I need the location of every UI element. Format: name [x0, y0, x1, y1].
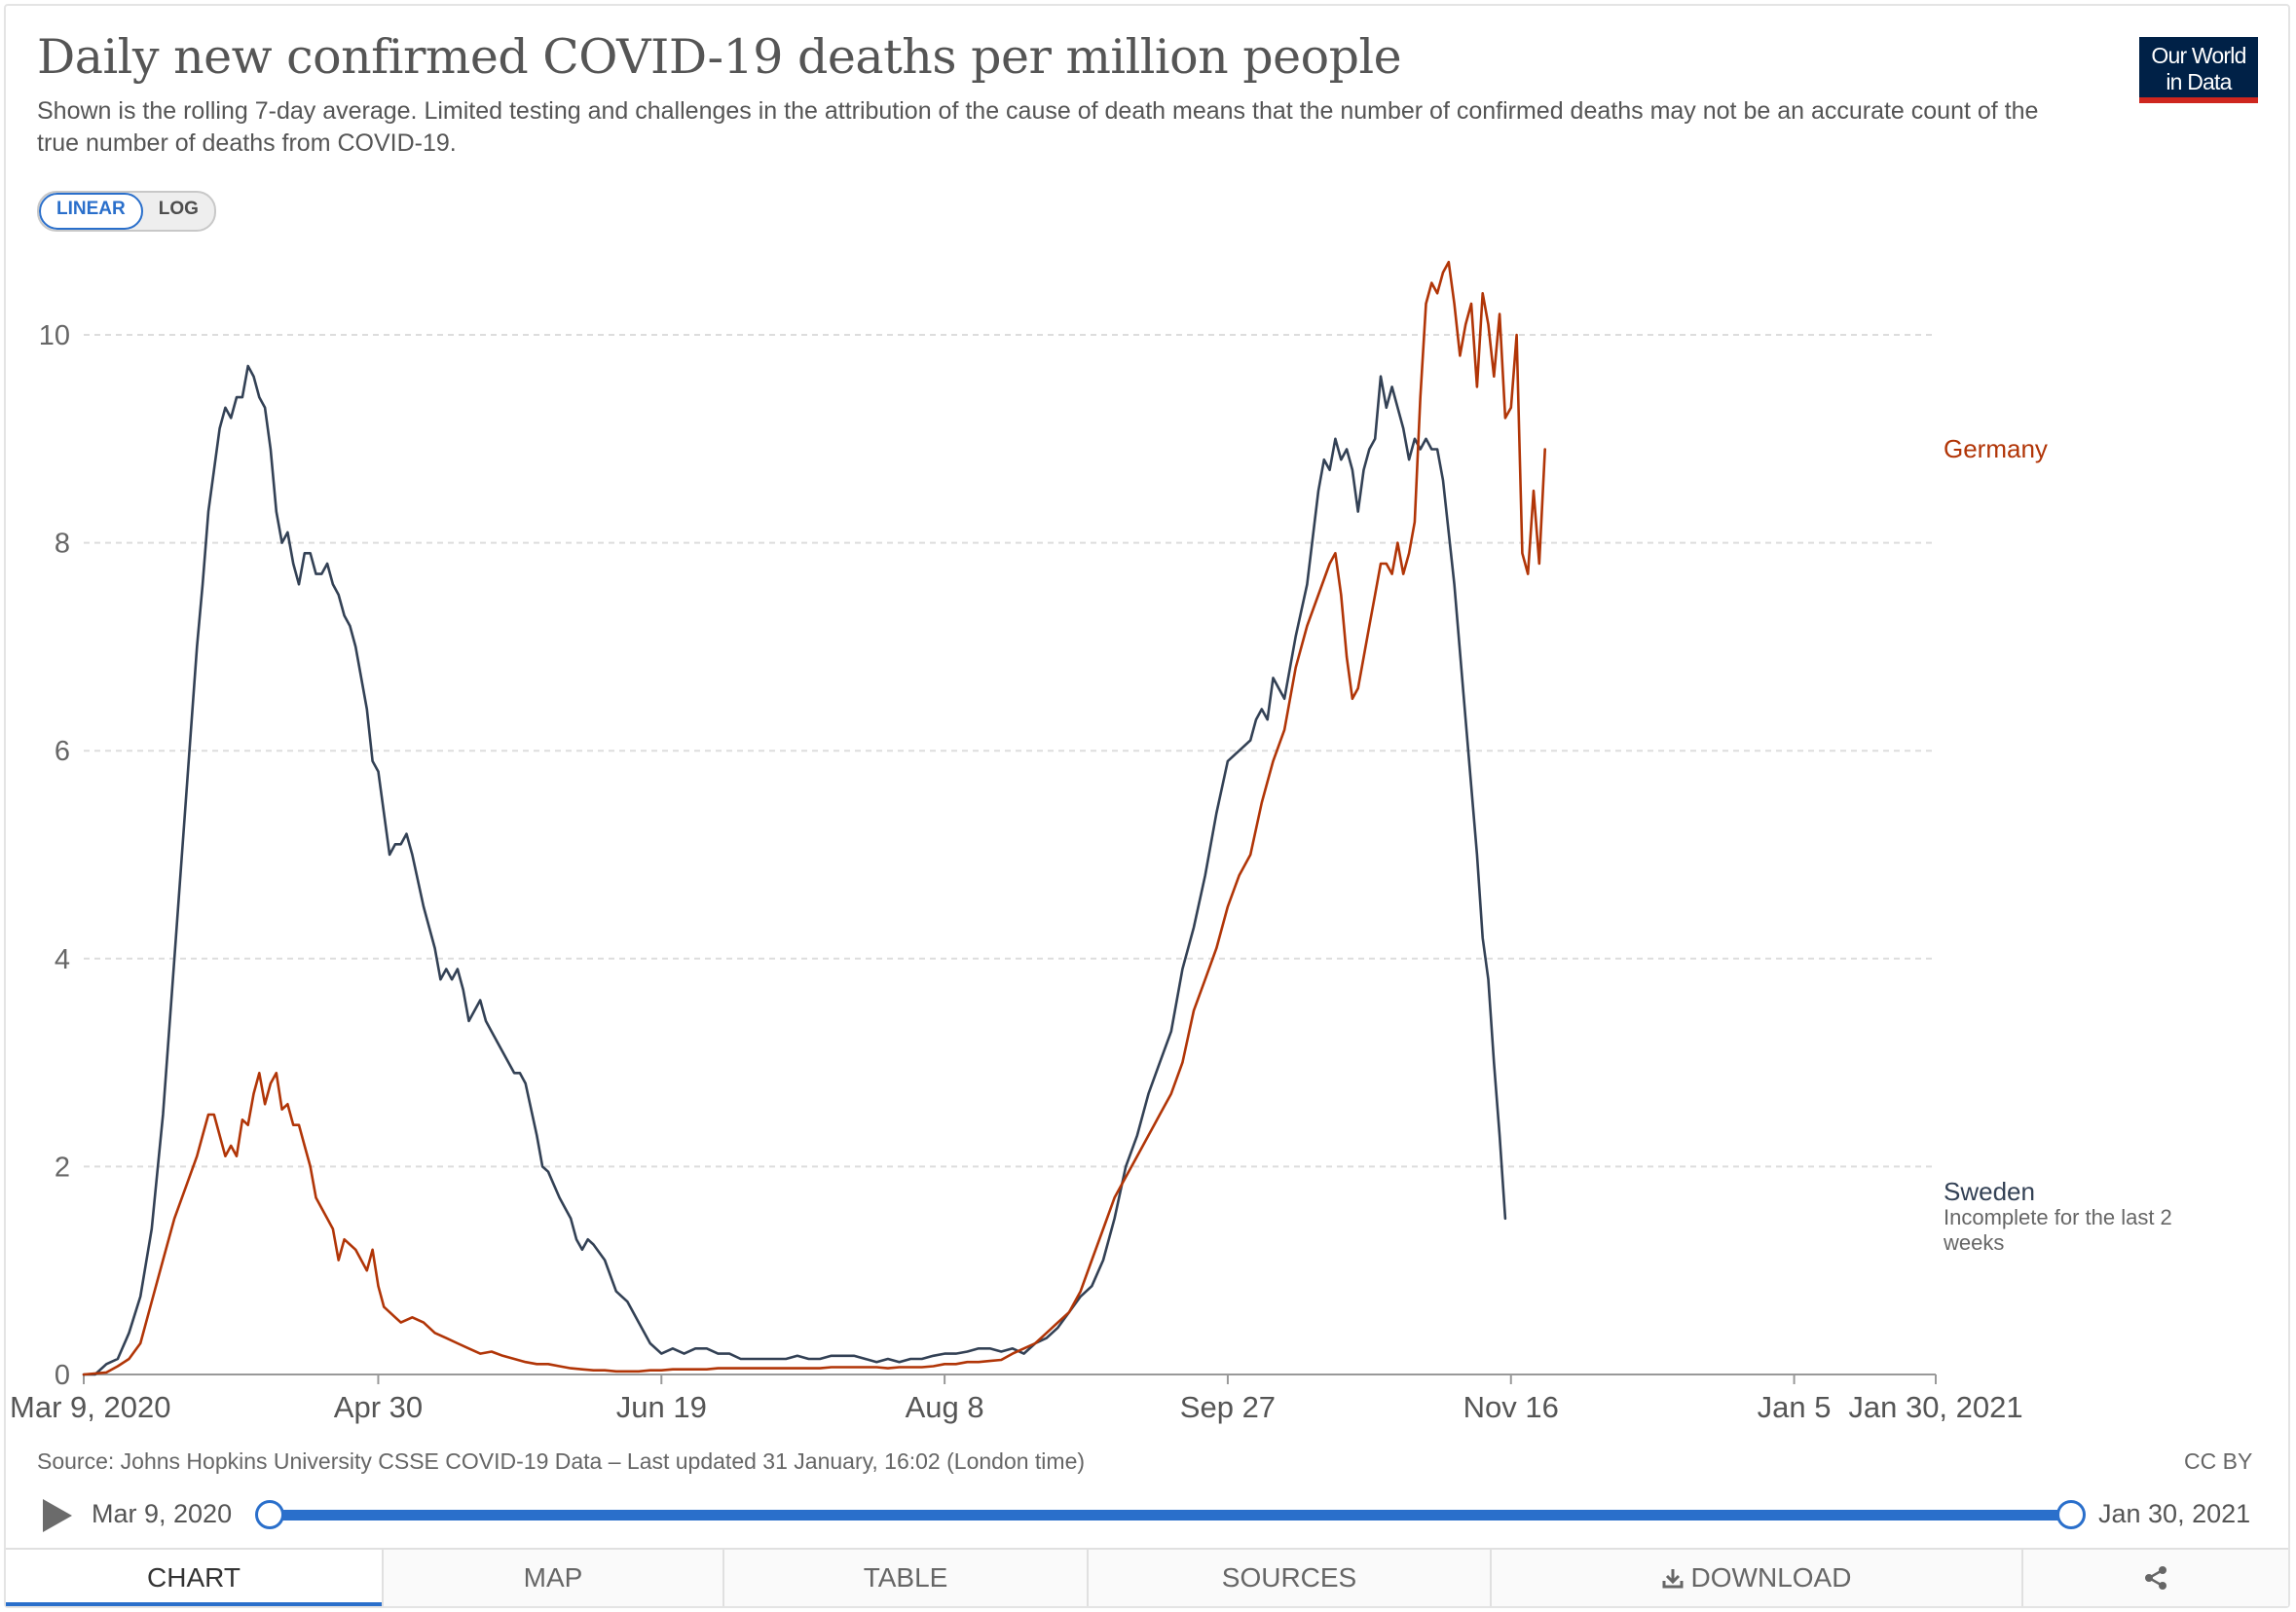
- x-tick-label-6: Jan 5: [1758, 1390, 1832, 1424]
- tab-share[interactable]: [2021, 1550, 2288, 1606]
- timeline-end-label: Jan 30, 2021: [2098, 1499, 2251, 1528]
- x-tick-label-2: Jun 19: [616, 1390, 707, 1424]
- play-icon[interactable]: [43, 1499, 72, 1532]
- source-note: Source: Johns Hopkins University CSSE CO…: [37, 1448, 1086, 1474]
- germany-series-label[interactable]: Germany: [1944, 434, 2048, 463]
- tab-table[interactable]: TABLE: [722, 1550, 1087, 1606]
- x-tick-label-7: Jan 30, 2021: [1848, 1390, 2022, 1424]
- owid-logo[interactable]: Our World in Data: [2139, 37, 2258, 103]
- y-tick-label-1: 2: [55, 1152, 70, 1183]
- sweden-line[interactable]: [82, 364, 1507, 1376]
- tab-bar: CHART MAP TABLE SOURCES DOWNLOAD: [6, 1548, 2288, 1606]
- x-tick-label-0: Mar 9, 2020: [10, 1390, 170, 1424]
- x-axis-ticks: Mar 9, 2020 Apr 30 Jun 19 Aug 8 Sep 27 Nov 16…: [10, 1374, 2023, 1424]
- sweden-incomplete-note-line2: weeks: [1943, 1230, 2004, 1255]
- x-tick-label-1: Apr 30: [334, 1390, 423, 1424]
- y-tick-label-2: 4: [55, 944, 70, 975]
- timeline: Mar 9, 2020 Jan 30, 2021: [37, 1489, 2257, 1540]
- gridlines: [84, 334, 1936, 1375]
- tab-download[interactable]: DOWNLOAD: [1490, 1550, 2021, 1606]
- line-chart: 0 2 4 6 8 10 Mar 9, 2020 Apr 30 Jun 19 Aug 8 Sep …: [10, 260, 2172, 1424]
- y-tick-label-4: 8: [55, 529, 70, 560]
- download-icon: [1662, 1569, 1684, 1589]
- series-lines: [82, 260, 1546, 1376]
- timeline-track[interactable]: [267, 1510, 2068, 1520]
- logo-line-2: in Data: [2166, 69, 2232, 94]
- scale-toggle: LINEAR LOG: [37, 191, 216, 232]
- chart-card: [4, 4, 2290, 1608]
- sweden-incomplete-note-line1: Incomplete for the last 2: [1944, 1205, 2172, 1229]
- y-tick-label-0: 0: [55, 1360, 70, 1391]
- tab-map[interactable]: MAP: [382, 1550, 722, 1606]
- sweden-series-label[interactable]: Sweden: [1944, 1177, 2035, 1206]
- chart-subtitle: Shown is the rolling 7-day average. Limi…: [37, 97, 2039, 157]
- x-tick-label-5: Nov 16: [1463, 1390, 1559, 1424]
- timeline-end-handle[interactable]: [2056, 1500, 2086, 1529]
- tab-chart[interactable]: CHART: [6, 1550, 382, 1606]
- download-label: DOWNLOAD: [1690, 1562, 1852, 1593]
- logo-line-1: Our World: [2151, 43, 2246, 68]
- tab-sources[interactable]: SOURCES: [1087, 1550, 1490, 1606]
- y-tick-label-5: 10: [39, 320, 70, 351]
- x-tick-label-3: Aug 8: [906, 1390, 984, 1424]
- log-scale-button[interactable]: LOG: [158, 199, 199, 219]
- share-icon: [2145, 1566, 2166, 1590]
- timeline-start-handle[interactable]: [255, 1500, 284, 1529]
- germany-line[interactable]: [82, 260, 1546, 1376]
- x-tick-label-4: Sep 27: [1180, 1390, 1276, 1424]
- series-labels: Germany Sweden Incomplete for the last 2…: [1943, 434, 2172, 1255]
- y-tick-label-3: 6: [55, 736, 70, 767]
- timeline-start-label: Mar 9, 2020: [92, 1499, 233, 1528]
- license-link[interactable]: CC BY: [2184, 1448, 2253, 1474]
- y-axis-ticks: 0 2 4 6 8 10: [39, 320, 70, 1391]
- chart-title: Daily new confirmed COVID-19 deaths per …: [37, 29, 1402, 85]
- linear-scale-button[interactable]: LINEAR: [39, 193, 143, 230]
